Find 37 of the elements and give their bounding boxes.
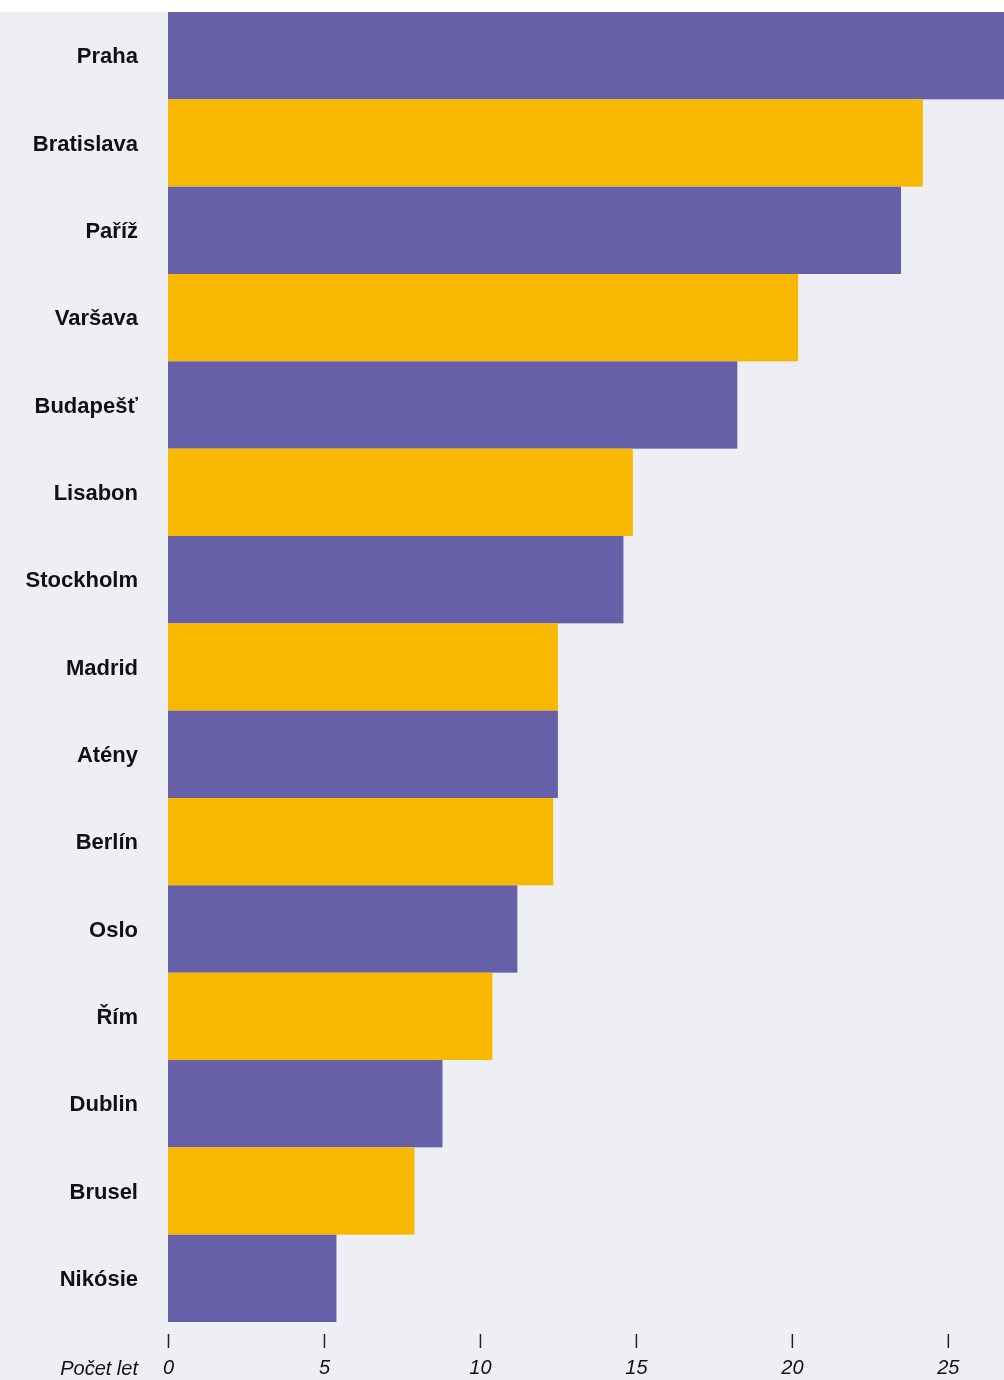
bar: [168, 885, 518, 973]
bar: [168, 1060, 443, 1148]
bar: [168, 361, 738, 449]
x-tick-label: 5: [318, 1356, 331, 1379]
y-tick-label: Stockholm: [25, 567, 138, 593]
y-tick-label: Praha: [76, 43, 139, 69]
bar: [168, 274, 799, 362]
y-tick-label: Oslo: [89, 916, 138, 942]
bar: [168, 623, 558, 711]
y-tick-label: Dublin: [69, 1091, 138, 1117]
bar: [168, 536, 624, 624]
bar: [168, 12, 1004, 100]
bar: [168, 972, 493, 1060]
x-tick-label: 20: [780, 1356, 804, 1379]
bar: [168, 798, 554, 886]
y-tick-label: Paříž: [85, 218, 138, 244]
y-tick-label: Brusel: [69, 1178, 138, 1204]
y-tick-label: Bratislava: [32, 130, 139, 156]
y-tick-label: Nikósie: [59, 1266, 138, 1292]
x-tick-label: 15: [625, 1356, 649, 1379]
bar: [168, 448, 633, 536]
y-tick-label: Atény: [76, 742, 139, 768]
y-tick-label: Lisabon: [53, 480, 138, 506]
bar: [168, 710, 558, 798]
y-tick-label: Řím: [96, 1004, 138, 1030]
x-tick-label: 0: [162, 1356, 175, 1379]
bar: [168, 1234, 337, 1322]
y-tick-label: Budapešť: [34, 392, 139, 418]
x-tick-label: 10: [469, 1356, 492, 1379]
bar: [168, 186, 902, 274]
bar: [168, 99, 923, 187]
bar: [168, 1147, 415, 1235]
y-tick-label: Berlín: [75, 829, 138, 855]
x-axis-title: Počet let: [60, 1357, 140, 1379]
y-tick-label: Varšava: [54, 305, 139, 331]
x-tick-label: 25: [936, 1356, 961, 1379]
y-tick-label: Madrid: [65, 654, 138, 680]
